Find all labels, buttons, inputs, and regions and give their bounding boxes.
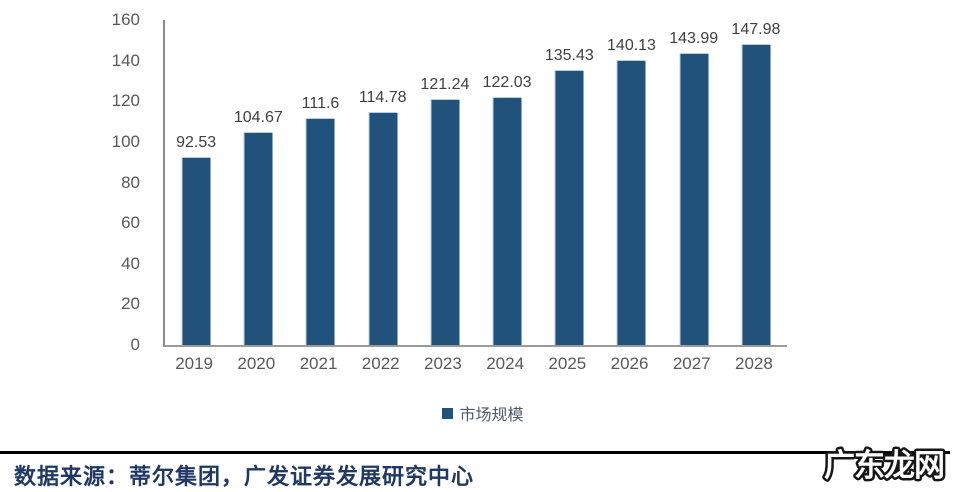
y-tick-label: 120	[111, 91, 140, 111]
bar-2026	[616, 60, 646, 345]
legend: 市场规模	[163, 401, 803, 425]
bar-slot: 92.53	[165, 20, 227, 345]
bar-slot: 114.78	[352, 20, 414, 345]
bar-value-label: 122.03	[482, 74, 532, 92]
x-tick-label: 2027	[672, 354, 711, 373]
bar-value-label: 92.53	[176, 134, 217, 152]
x-axis-tick-labels: 2019 2020 2021 2022 2023 2024 2025 2026 2027 2028	[163, 354, 785, 374]
bar-2023	[430, 98, 460, 345]
bar-2020	[243, 132, 273, 345]
bar-2019	[181, 157, 211, 345]
y-tick-label: 40	[121, 253, 140, 273]
y-tick-label: 0	[130, 335, 140, 354]
legend-label: 市场规模	[459, 407, 524, 424]
bar-2022	[368, 111, 398, 345]
y-tick-label: 140	[111, 50, 140, 70]
bar-value-label: 147.98	[731, 21, 781, 39]
bar-value-label: 135.43	[544, 46, 594, 64]
data-source-text: 数据来源：蒂尔集团，广发证券发展研究中心	[14, 464, 475, 489]
x-tick-label: 2028	[735, 354, 773, 373]
bar-slot: 147.98	[725, 20, 787, 345]
bar-value-label: 114.78	[358, 88, 407, 106]
x-tick-label: 2024	[486, 354, 525, 373]
x-tick-label: 2025	[548, 354, 587, 373]
bar-value-label: 104.67	[233, 109, 283, 127]
bar-slot: 140.13	[600, 20, 662, 345]
bar-2027	[679, 52, 709, 345]
bar-value-label: 140.13	[607, 37, 656, 55]
bar-slot: 121.24	[414, 20, 476, 345]
plot-area: 92.53 104.67 111.6 114.78 121.24 122.03 135.43…	[163, 20, 787, 347]
bar-value-label: 143.99	[669, 29, 719, 47]
bar-2025	[554, 69, 584, 345]
x-tick-label: 2023	[424, 354, 462, 373]
x-tick-label: 2022	[361, 354, 400, 373]
y-tick-label: 100	[111, 131, 140, 151]
bar-slot: 104.67	[227, 20, 289, 345]
x-tick-label: 2021	[299, 354, 338, 373]
footer-divider	[0, 451, 950, 454]
bar-slot: 111.6	[289, 20, 351, 345]
watermark: 广东龙网	[822, 446, 948, 486]
bar-value-label: 121.24	[420, 75, 470, 93]
bar-slot: 135.43	[538, 20, 600, 345]
x-tick-label: 2026	[610, 354, 649, 373]
y-tick-label: 80	[121, 172, 140, 192]
x-tick-label: 2020	[237, 354, 276, 373]
y-tick-label: 160	[111, 10, 140, 29]
bar-value-label: 111.6	[301, 95, 340, 113]
bar-slot: 143.99	[663, 20, 725, 345]
bar-2021	[305, 118, 335, 345]
y-tick-label: 60	[121, 213, 140, 233]
bar-slot: 122.03	[476, 20, 538, 345]
legend-swatch	[442, 407, 454, 419]
watermark-text: 广东龙网	[824, 448, 944, 483]
bar-2028	[741, 44, 771, 345]
y-tick-label: 20	[121, 294, 140, 314]
x-tick-label: 2019	[175, 354, 214, 373]
bar-2024	[492, 97, 522, 345]
